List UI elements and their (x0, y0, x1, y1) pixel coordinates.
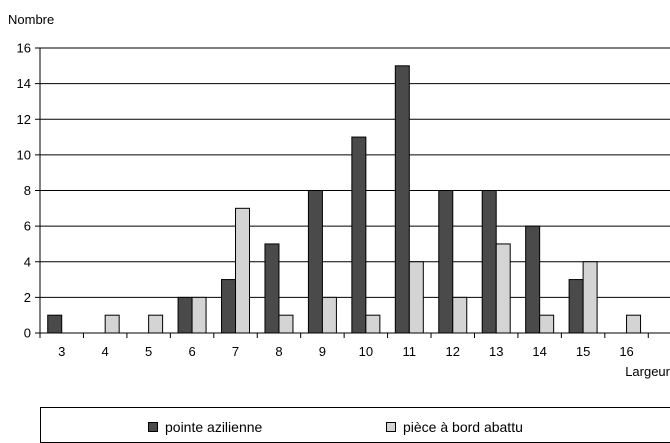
bar-1-9 (307, 190, 323, 334)
bar-1-10 (351, 136, 367, 334)
y-tick-label: 12 (17, 112, 31, 127)
y-tick-label: 14 (17, 76, 31, 91)
x-tick-label: 3 (58, 344, 65, 359)
y-tick-label: 4 (24, 254, 31, 269)
bar-2-14 (539, 314, 555, 334)
x-tick-label: 11 (403, 344, 417, 359)
y-tick-label: 8 (24, 183, 31, 198)
x-tick-label: 14 (532, 344, 546, 359)
bar-2-11 (408, 261, 424, 334)
y-tick-label: 2 (24, 290, 31, 305)
x-tick-label: 12 (446, 344, 460, 359)
bar-1-12 (438, 190, 454, 334)
legend-label-series-1: pointe azilienne (165, 419, 263, 435)
bar-1-6 (177, 296, 193, 334)
legend: pointe azilienne pièce à bord abattu (40, 407, 670, 443)
x-tick-label: 9 (319, 344, 326, 359)
legend-swatch-series-1 (148, 422, 158, 432)
bar-1-3 (47, 314, 63, 334)
x-tick-label: 16 (619, 344, 633, 359)
x-tick-label: 13 (489, 344, 503, 359)
x-tick-label: 5 (145, 344, 152, 359)
bar-1-13 (481, 190, 497, 334)
bar-2-15 (582, 261, 598, 334)
x-axis-title: Largeur (625, 364, 670, 379)
bar-2-9 (321, 296, 337, 334)
x-tick-label: 7 (232, 344, 239, 359)
y-tick-label: 10 (17, 147, 31, 162)
bar-2-8 (278, 314, 294, 334)
bar-2-13 (495, 243, 511, 334)
y-tick-label: 6 (24, 219, 31, 234)
x-tick-label: 8 (275, 344, 282, 359)
legend-swatch-series-2 (386, 422, 396, 432)
bar-1-15 (568, 279, 584, 334)
x-tick-label: 10 (359, 344, 373, 359)
bar-2-7 (235, 207, 251, 334)
bar-1-14 (525, 225, 541, 334)
x-tick-label: 4 (102, 344, 109, 359)
ticks: 0 2 4 6 8 10 12 14 16 3 4 5 6 7 8 9 10 11 12 13 14 15 16 (17, 41, 649, 359)
legend-label-series-2: pièce à bord abattu (403, 419, 523, 435)
x-tick-label: 15 (576, 344, 590, 359)
bar-2-16 (626, 314, 642, 334)
y-tick-label: 16 (17, 41, 31, 56)
x-tick-label: 6 (188, 344, 195, 359)
bar-2-6 (191, 296, 207, 334)
bar-2-12 (452, 296, 468, 334)
bar-2-10 (365, 314, 381, 334)
legend-item-series-1: pointe azilienne (148, 419, 262, 435)
bar-1-11 (394, 65, 410, 334)
legend-item-series-2: pièce à bord abattu (386, 419, 523, 435)
y-tick-label: 0 (24, 326, 31, 341)
bar-1-7 (221, 279, 237, 334)
bars (47, 65, 642, 334)
bar-1-8 (264, 243, 280, 334)
bar-2-5 (148, 314, 164, 334)
bar-2-4 (104, 314, 120, 334)
y-axis-title: Nombre (8, 12, 54, 27)
